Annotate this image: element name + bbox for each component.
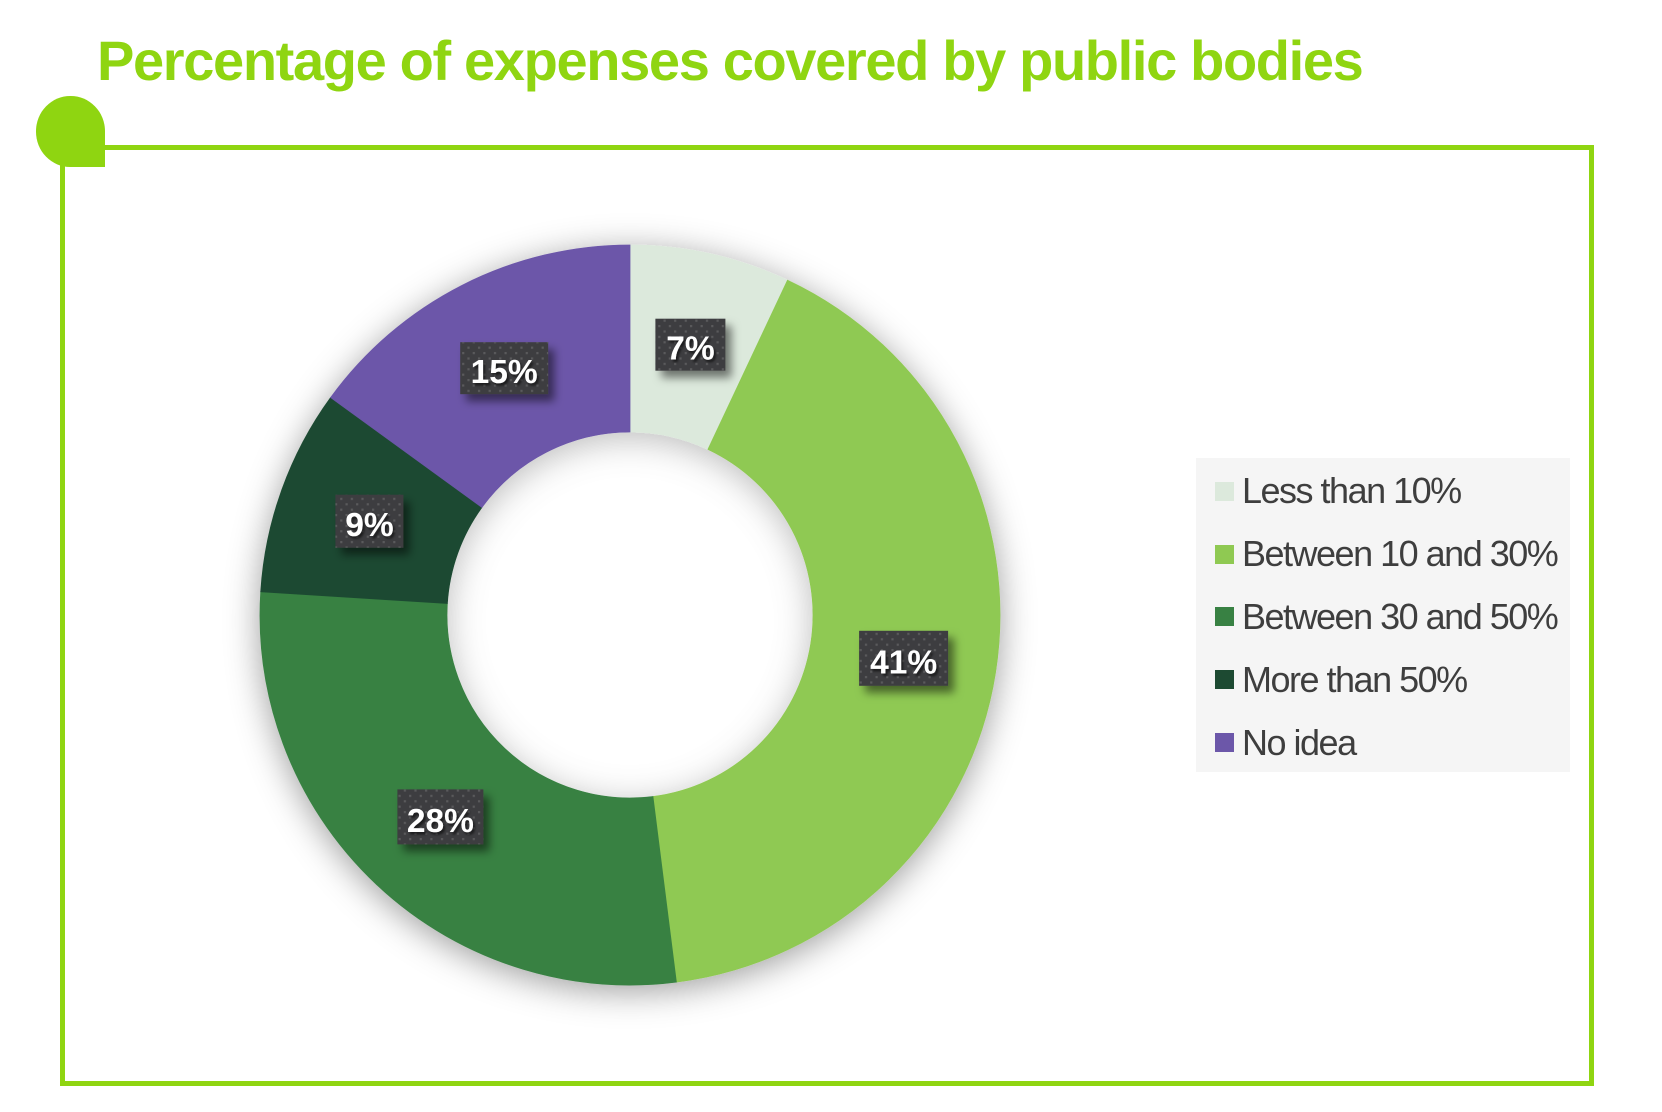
svg-text:28%: 28% [407, 803, 474, 840]
svg-text:9%: 9% [345, 507, 393, 544]
svg-text:15%: 15% [471, 354, 538, 391]
svg-text:41%: 41% [870, 644, 937, 681]
svg-text:7%: 7% [666, 331, 714, 368]
